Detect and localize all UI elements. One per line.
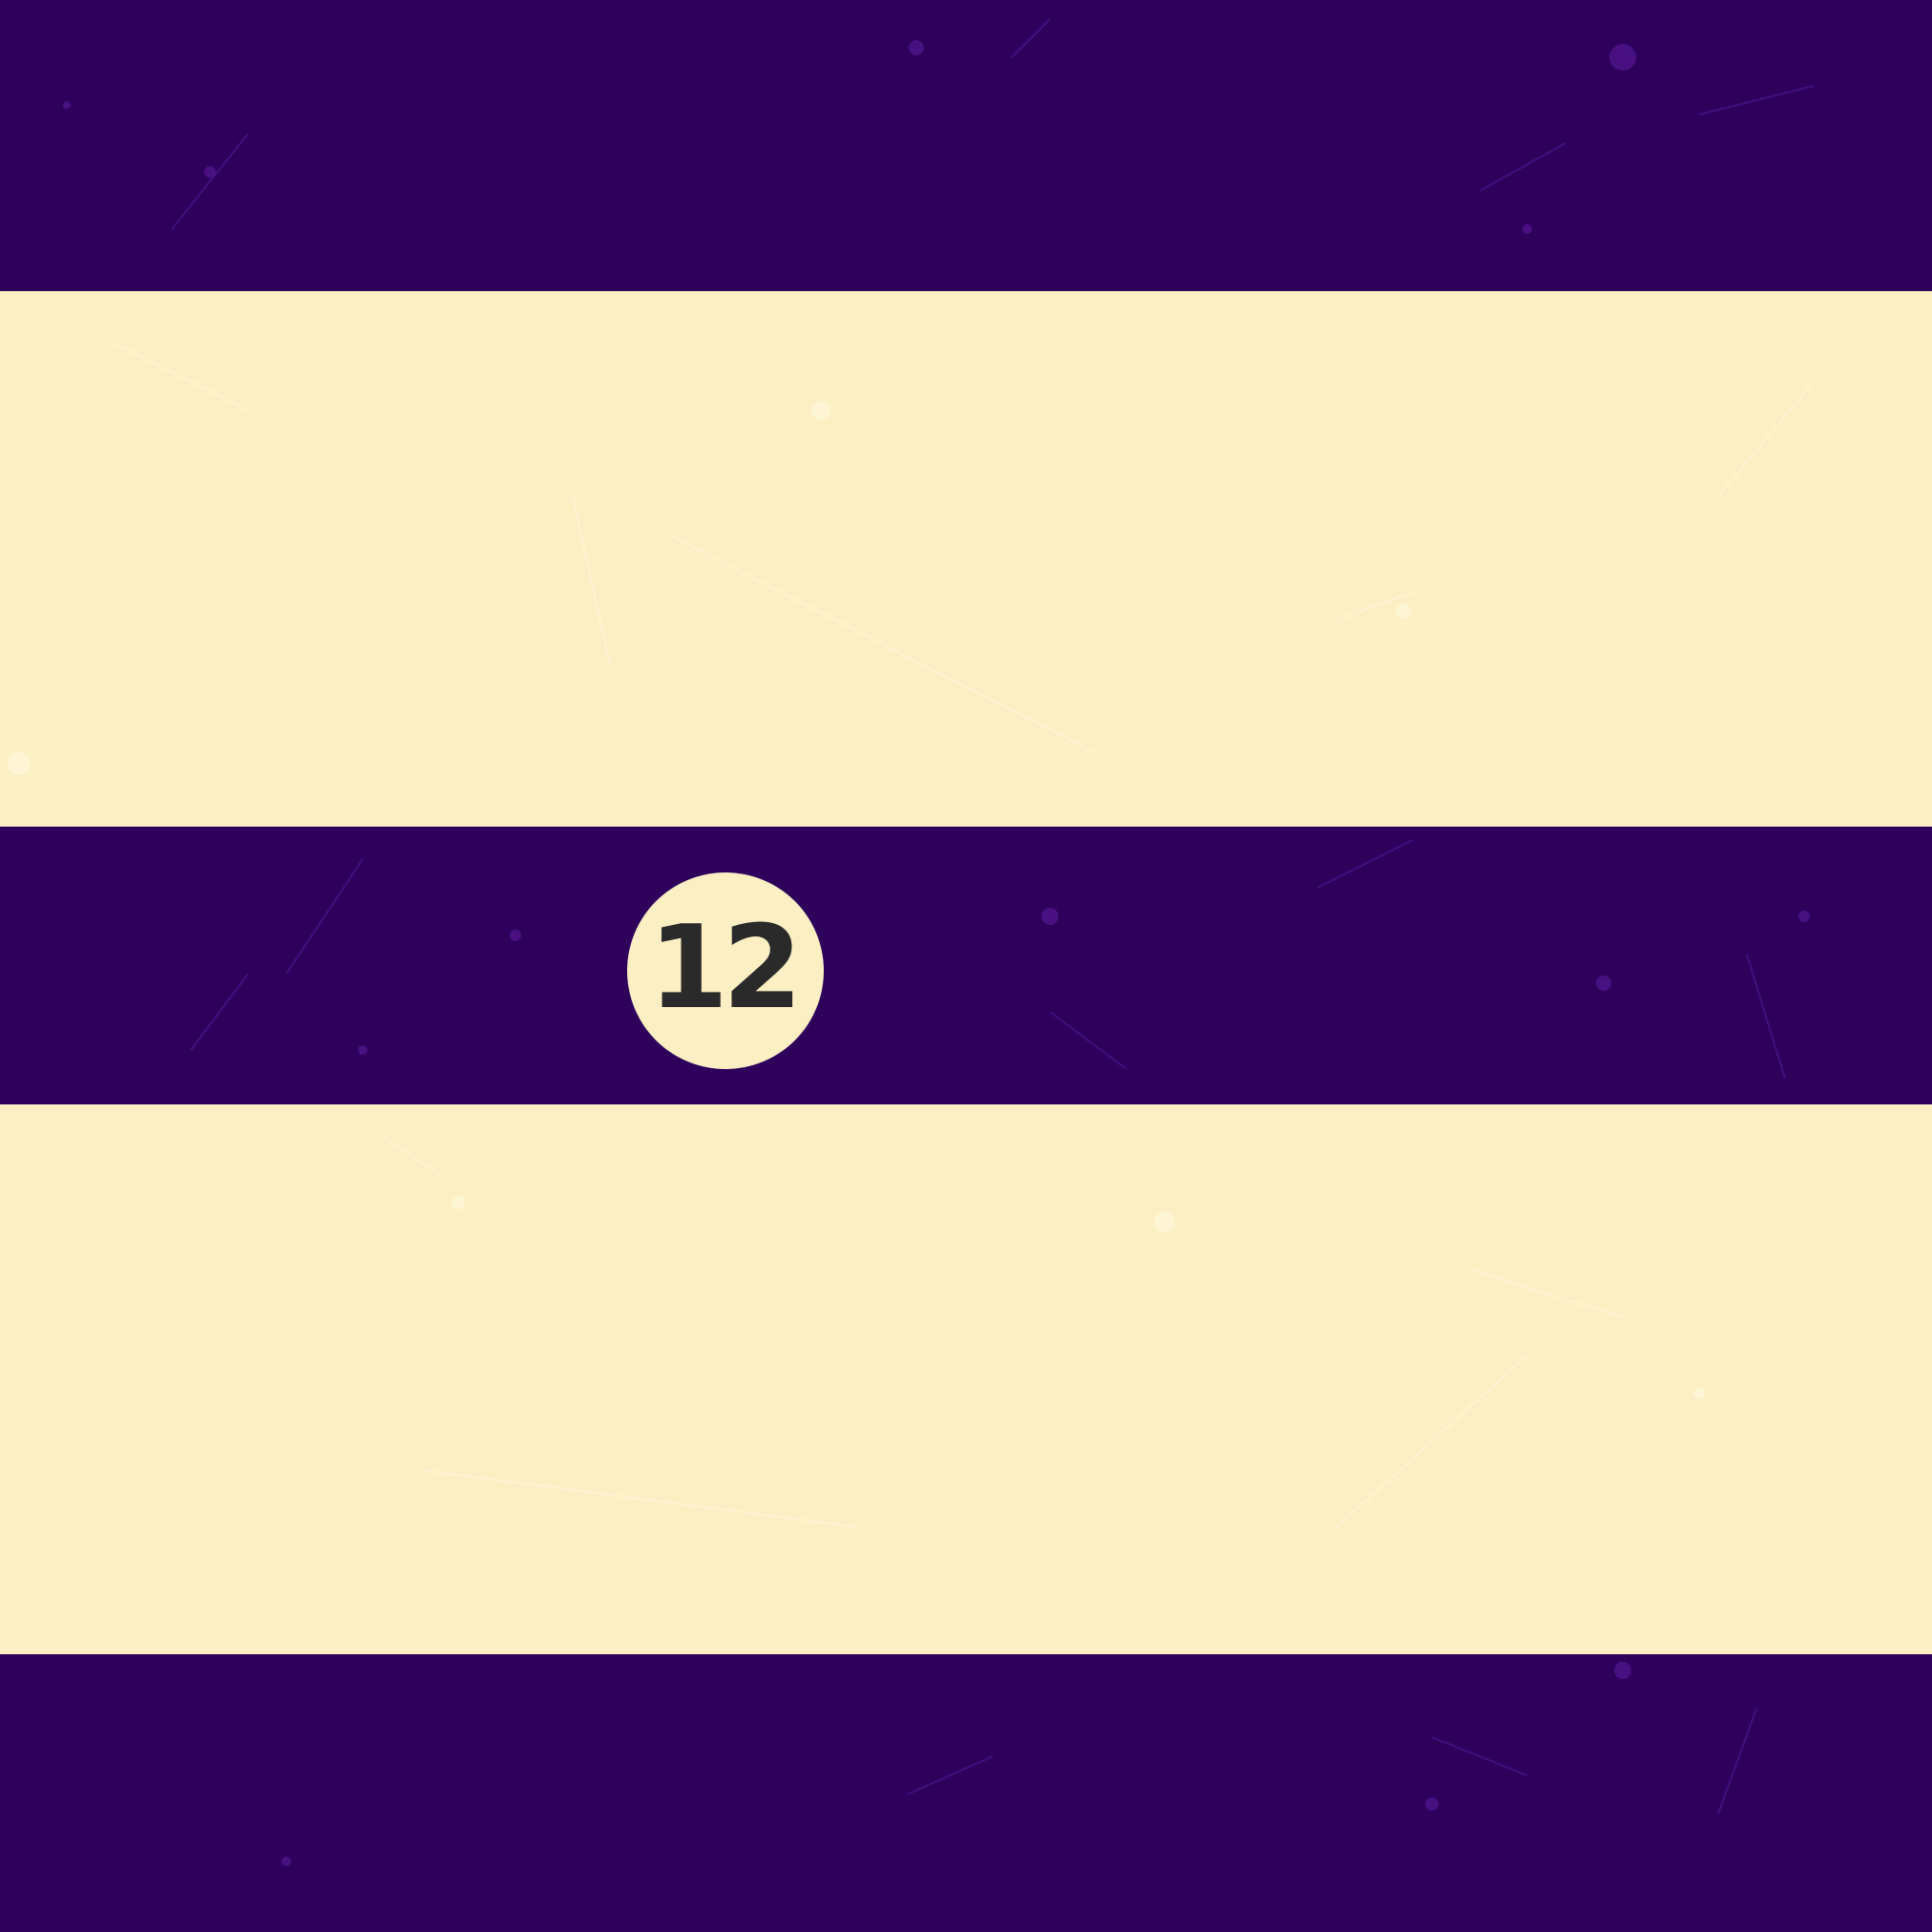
stripe-band-top <box>0 0 1932 291</box>
cream-band-lower <box>0 1104 1932 1654</box>
number-circle: 12 <box>627 872 824 1069</box>
cream-band-upper <box>0 291 1932 827</box>
stripe-band-bottom <box>0 1654 1932 1932</box>
stripe-band-middle <box>0 827 1932 1104</box>
ball-number: 12 <box>648 902 803 1035</box>
